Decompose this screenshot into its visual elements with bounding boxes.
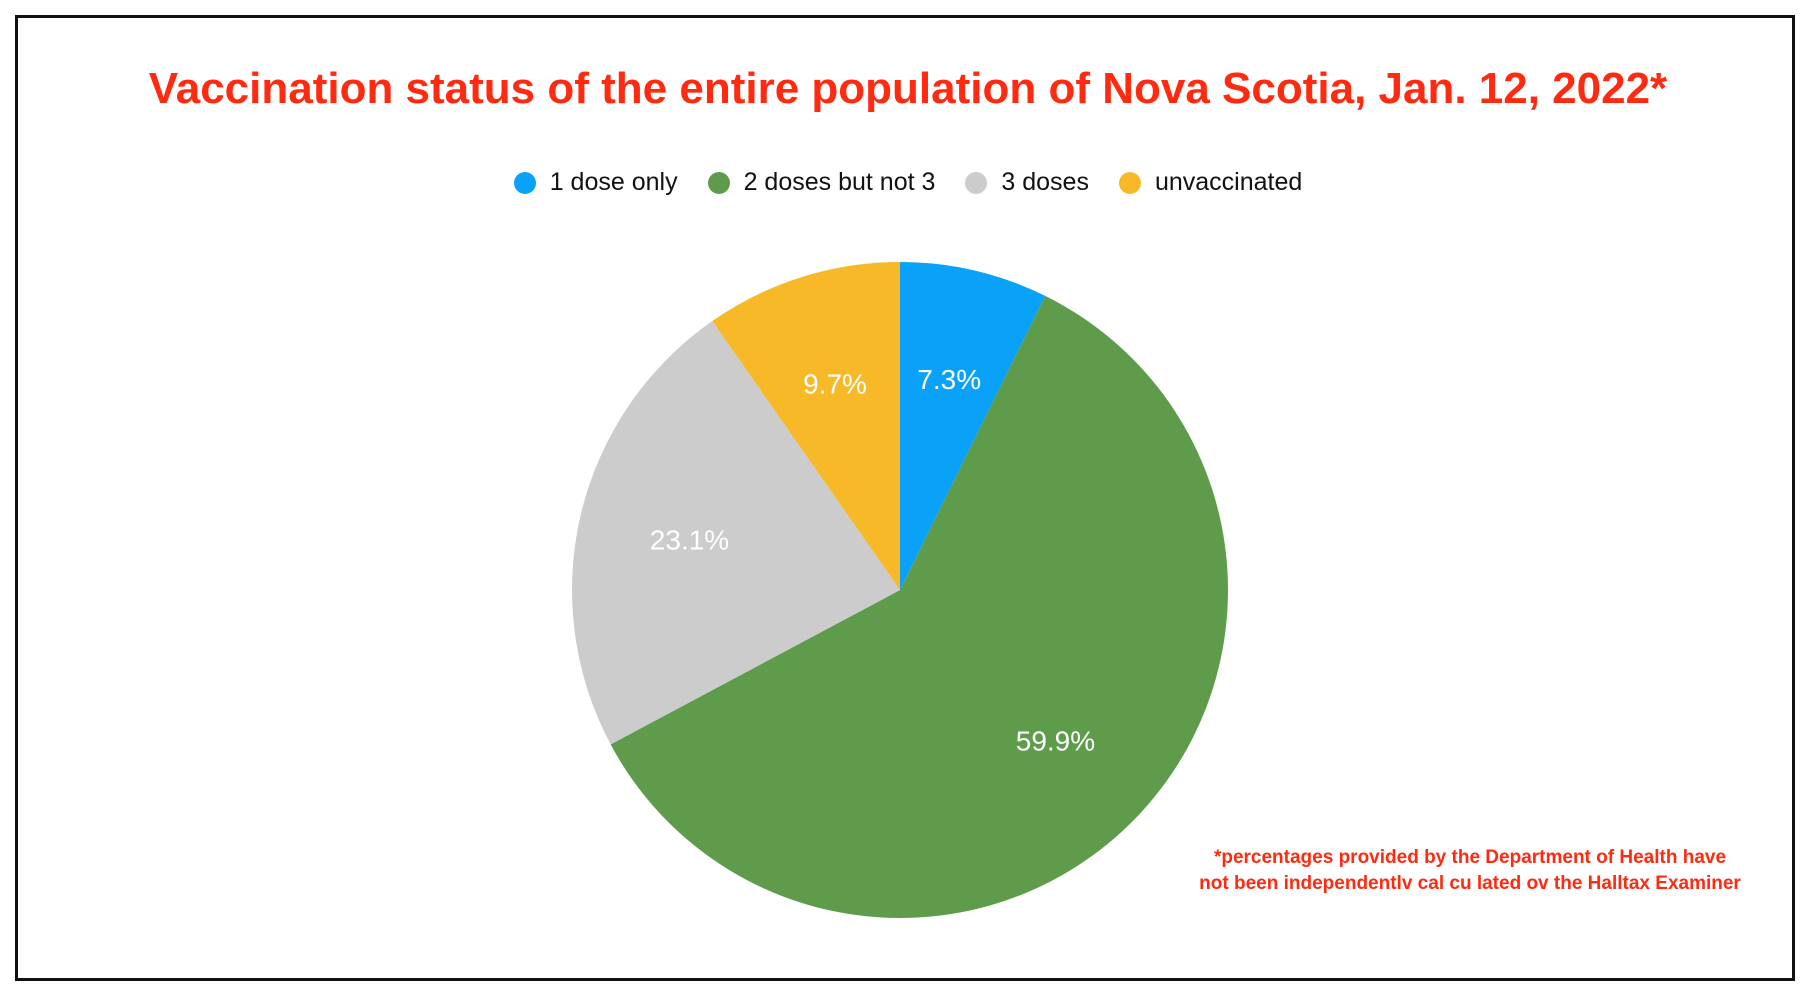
data-label: 7.3% <box>917 364 981 395</box>
data-label: 9.7% <box>803 368 867 399</box>
legend-swatch <box>965 171 988 194</box>
legend-item-3-doses: 3 doses <box>965 168 1089 197</box>
chart-title: Vaccination status of the entire populat… <box>148 64 1668 113</box>
pie-slice-1 <box>610 295 1228 918</box>
legend-item-2-doses: 2 doses but not 3 <box>707 168 936 197</box>
pie-slice-2 <box>571 321 900 745</box>
legend-swatch <box>513 171 536 194</box>
legend-item-1-dose: 1 dose only <box>513 168 678 197</box>
pie-slice-0 <box>900 262 1046 590</box>
legend-label: 1 dose only <box>549 168 678 196</box>
data-label: 23.1% <box>650 524 729 555</box>
legend-item-unvaccinated: unvaccinated <box>1118 168 1303 197</box>
legend-swatch <box>707 171 730 194</box>
legend-swatch <box>1118 171 1141 194</box>
chart-frame <box>15 15 1795 981</box>
footnote-line: not been independentlv cal cu lated ov t… <box>1199 873 1741 894</box>
legend: 1 dose only 2 doses but not 3 3 doses un… <box>0 168 1816 197</box>
legend-label: 2 doses but not 3 <box>743 168 936 196</box>
legend-label: unvaccinated <box>1154 168 1303 196</box>
footnote: *percentages provided by the Department … <box>1170 845 1770 897</box>
footnote-line: *percentages provided by the Department … <box>1213 847 1727 868</box>
data-label: 59.9% <box>1016 726 1095 757</box>
pie-slice-3 <box>712 262 900 590</box>
legend-label: 3 doses <box>1001 168 1089 196</box>
